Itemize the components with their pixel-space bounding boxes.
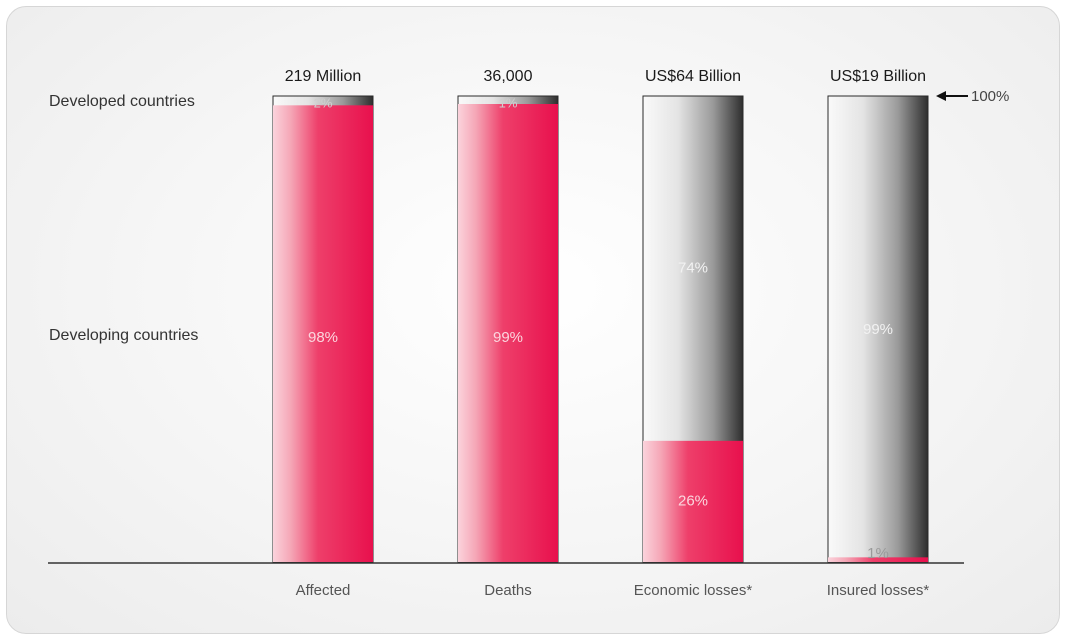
bar-developed-4 [827,95,929,563]
category-label-2: Deaths [484,582,532,599]
bar-developing-4 [828,557,928,562]
bar-developing-2 [458,104,558,562]
total-label-3: US$64 Billion [644,68,742,85]
category-label-4: Insured losses* [826,582,930,599]
total-label-2: 36,000 [483,68,533,85]
bar-developing-3 [643,440,743,562]
label-developed-4: 99% [863,321,893,338]
category-label-1: Affected [295,582,351,599]
label-developed-3: 74% [678,259,708,276]
category-label-3: Economic losses* [633,582,753,599]
row-label-developing: Developing countries [49,327,199,344]
reference-arrow [936,91,968,101]
label-developing-3: 26% [678,492,708,509]
label-developing-2: 99% [493,329,523,346]
row-label-developed: Developed countries [49,93,195,110]
label-developed-1: 2% [314,95,333,110]
label-developing-1: 98% [308,329,338,346]
reference-100-label: 100% [971,88,1010,105]
total-label-4: US$19 Billion [829,68,927,85]
bar-developing-1 [273,105,373,562]
label-developing-4: 1% [867,545,889,562]
label-developed-2: 1% [499,95,518,110]
total-label-1: 219 Million [284,68,362,85]
